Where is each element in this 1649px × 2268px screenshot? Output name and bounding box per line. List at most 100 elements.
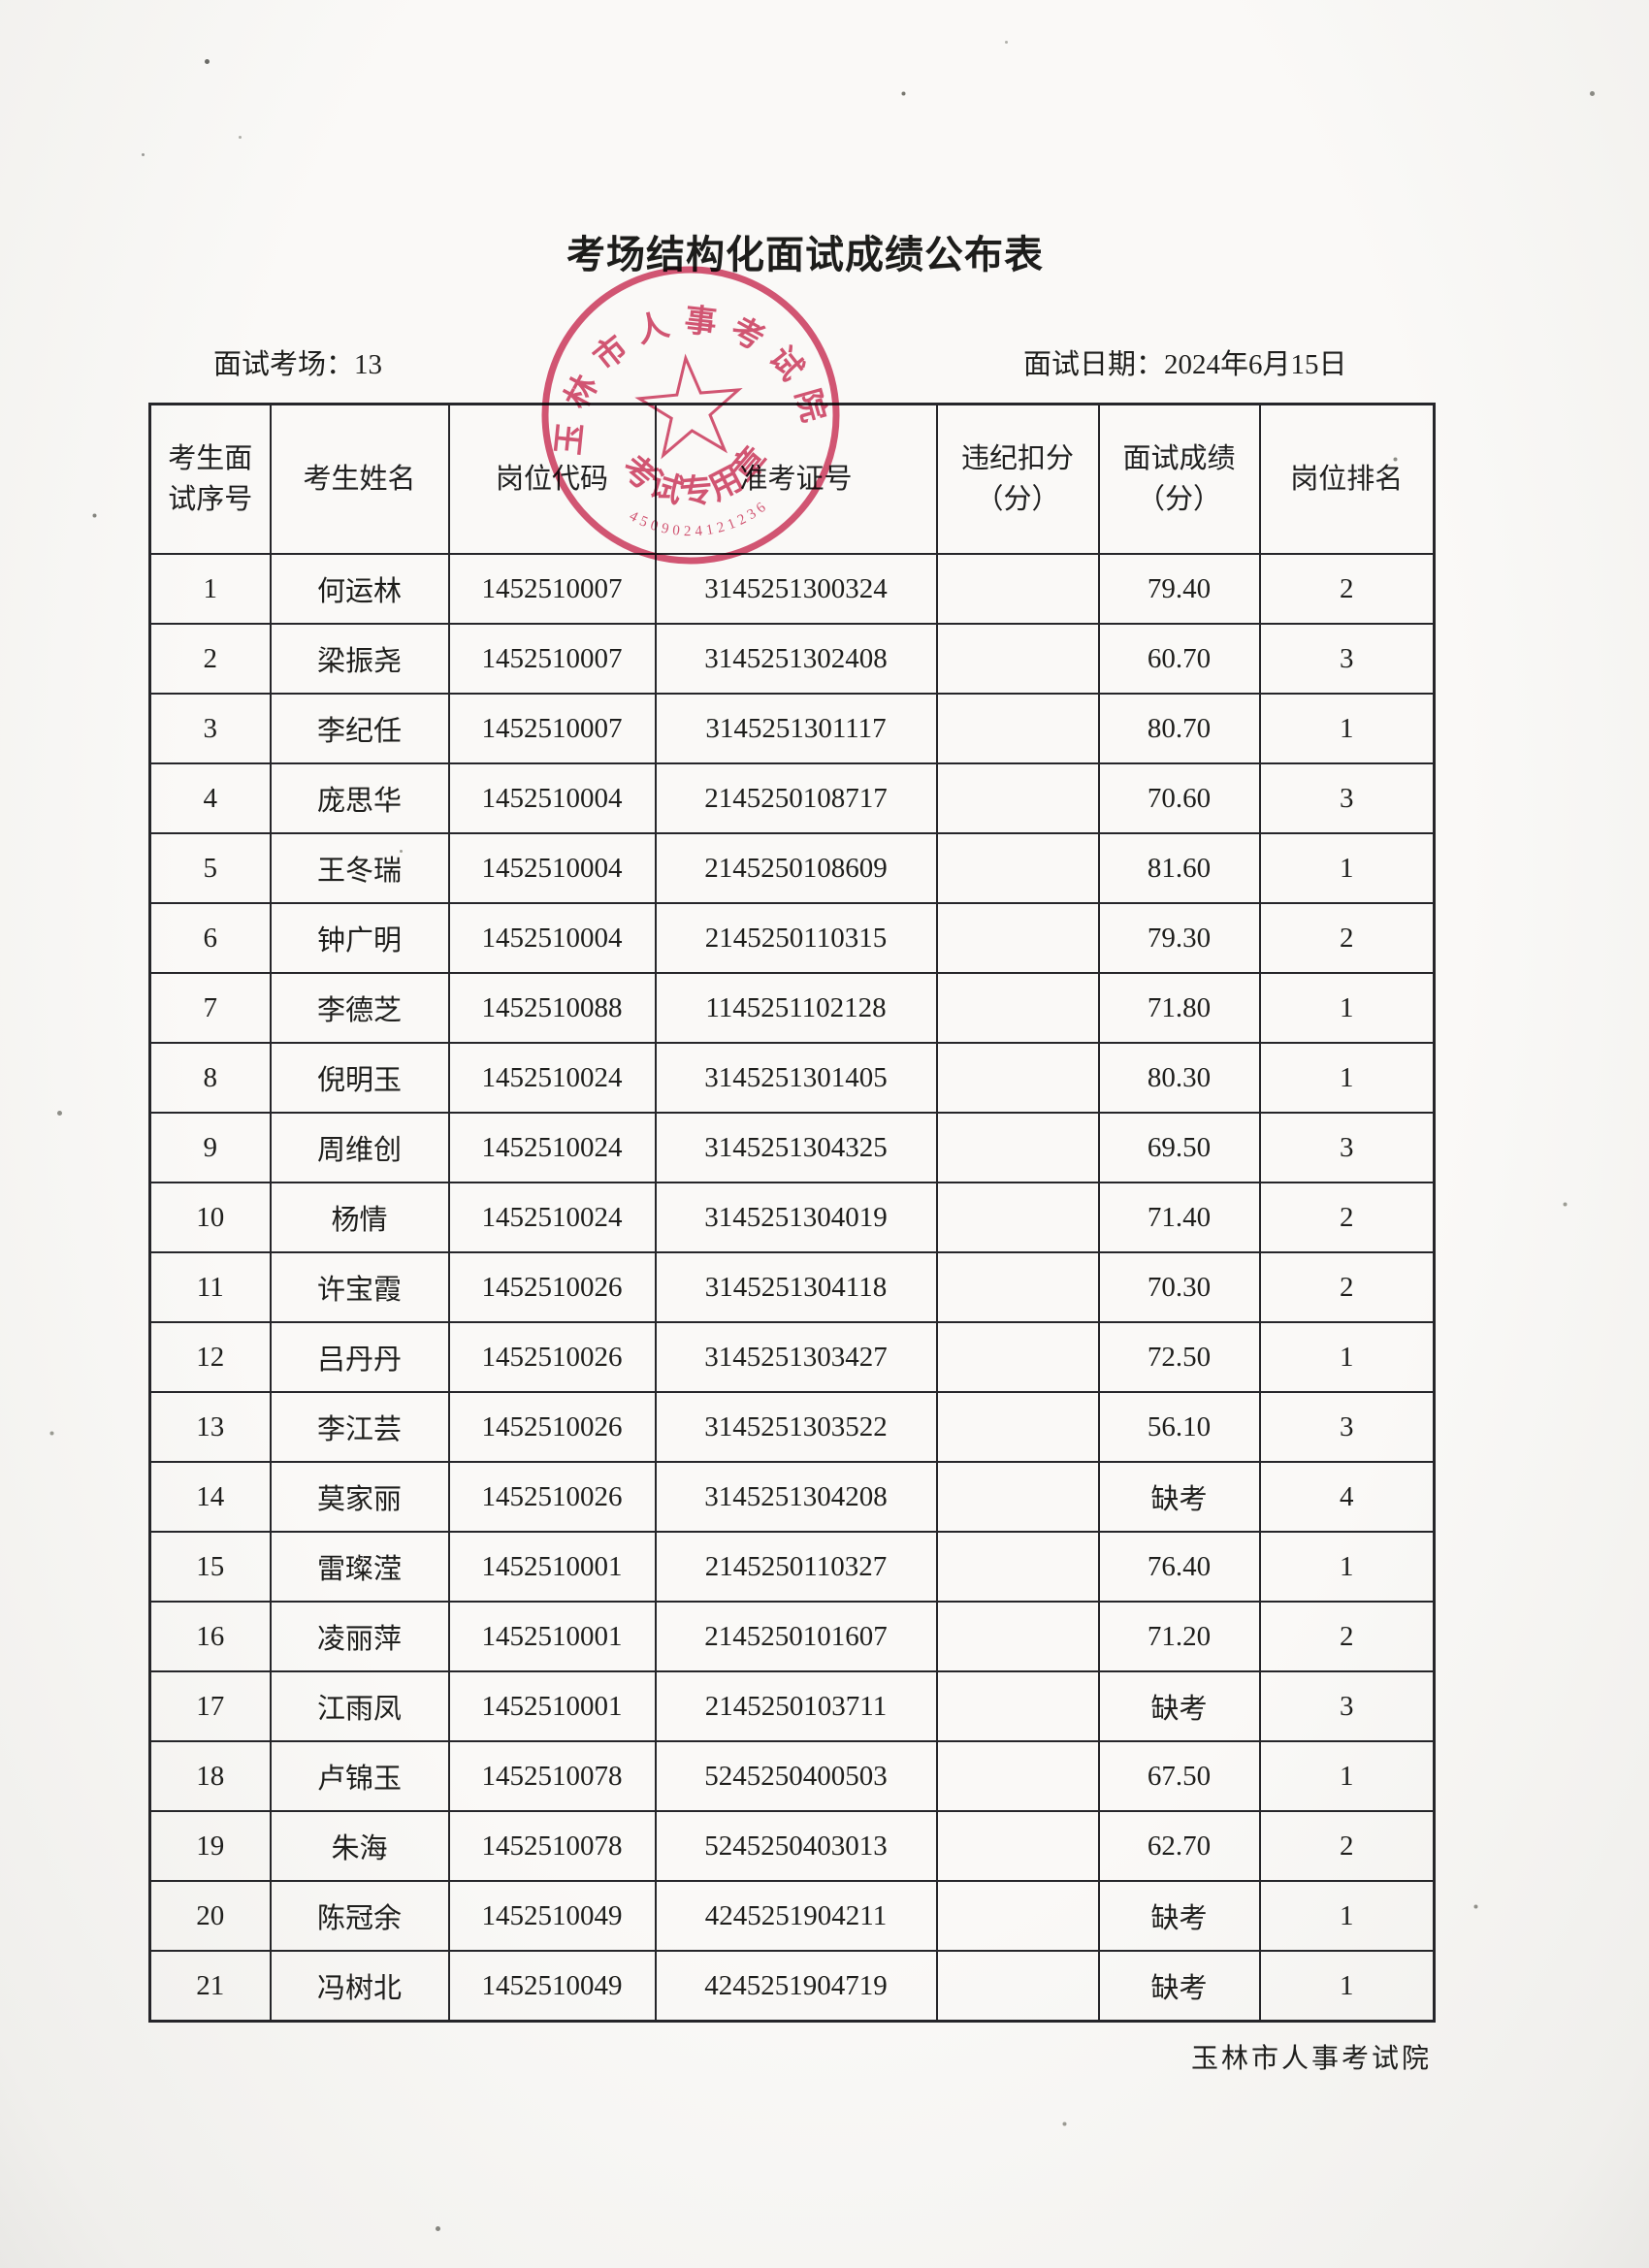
cell-ticket: 3145251303427 xyxy=(654,1321,938,1393)
cell-score: 81.60 xyxy=(1097,832,1261,904)
cell-rank: 2 xyxy=(1258,553,1436,625)
results-table-head: 考生面 试序号 考生姓名 岗位代码 准考证号 违纪扣分 （分） 面试成绩 （分）… xyxy=(148,403,1436,555)
table-row: 21 冯树北 1452510049 4245251904719 缺考 1 xyxy=(148,1950,1436,2023)
cell-seq: 7 xyxy=(148,972,272,1044)
cell-job-code: 1452510007 xyxy=(447,693,657,764)
cell-job-code: 1452510001 xyxy=(447,1601,657,1672)
table-row: 19 朱海 1452510078 5245250403013 62.70 2 xyxy=(148,1810,1436,1882)
results-table: 考生面 试序号 考生姓名 岗位代码 准考证号 违纪扣分 （分） 面试成绩 （分）… xyxy=(148,403,1436,2023)
cell-score: 79.40 xyxy=(1097,553,1261,625)
cell-seq: 17 xyxy=(148,1670,272,1742)
table-row: 11 许宝霞 1452510026 3145251304118 70.30 2 xyxy=(148,1251,1436,1323)
cell-name: 何运林 xyxy=(269,553,450,625)
cell-penalty xyxy=(935,902,1100,974)
cell-score: 60.70 xyxy=(1097,623,1261,695)
table-row: 6 钟广明 1452510004 2145250110315 79.30 2 xyxy=(148,902,1436,974)
cell-ticket: 2145250103711 xyxy=(654,1670,938,1742)
header-job-code: 岗位代码 xyxy=(447,403,657,555)
cell-job-code: 1452510024 xyxy=(447,1182,657,1253)
cell-name: 李纪任 xyxy=(269,693,450,764)
cell-rank: 2 xyxy=(1258,1810,1436,1882)
cell-ticket: 3145251301117 xyxy=(654,693,938,764)
cell-score: 80.30 xyxy=(1097,1042,1261,1114)
cell-score: 69.50 xyxy=(1097,1112,1261,1183)
date-value: 2024年6月15日 xyxy=(1164,349,1347,380)
date-label: 面试日期： xyxy=(1023,349,1165,380)
cell-name: 朱海 xyxy=(269,1810,450,1882)
header-name: 考生姓名 xyxy=(269,403,450,555)
cell-ticket: 2145250101607 xyxy=(654,1601,938,1672)
cell-job-code: 1452510049 xyxy=(447,1880,657,1952)
cell-score: 62.70 xyxy=(1097,1810,1261,1882)
interview-venue: 面试考场：13 xyxy=(213,341,382,382)
table-row: 12 吕丹丹 1452510026 3145251303427 72.50 1 xyxy=(148,1321,1436,1393)
cell-penalty xyxy=(935,1740,1100,1812)
table-row: 15 雷璨滢 1452510001 2145250110327 76.40 1 xyxy=(148,1531,1436,1603)
issuing-authority: 玉林市人事考试院 xyxy=(1191,2044,1433,2074)
cell-ticket: 3145251302408 xyxy=(654,623,938,695)
cell-ticket: 2145250108609 xyxy=(654,832,938,904)
cell-seq: 18 xyxy=(148,1740,272,1812)
header-rank: 岗位排名 xyxy=(1258,403,1436,555)
venue-label: 面试考场： xyxy=(213,349,355,380)
cell-rank: 2 xyxy=(1258,1601,1436,1672)
cell-rank: 1 xyxy=(1258,1321,1436,1393)
cell-seq: 12 xyxy=(148,1321,272,1393)
cell-name: 倪明玉 xyxy=(269,1042,450,1114)
header-row: 考生面 试序号 考生姓名 岗位代码 准考证号 违纪扣分 （分） 面试成绩 （分）… xyxy=(148,403,1436,555)
cell-job-code: 1452510007 xyxy=(447,623,657,695)
table-row: 8 倪明玉 1452510024 3145251301405 80.30 1 xyxy=(148,1042,1436,1114)
venue-value: 13 xyxy=(354,349,383,380)
cell-penalty xyxy=(935,762,1100,834)
cell-penalty xyxy=(935,1251,1100,1323)
cell-name: 钟广明 xyxy=(269,902,450,974)
cell-job-code: 1452510088 xyxy=(447,972,657,1044)
cell-seq: 11 xyxy=(148,1251,272,1323)
cell-penalty xyxy=(935,1112,1100,1183)
cell-job-code: 1452510024 xyxy=(447,1112,657,1183)
cell-score: 71.20 xyxy=(1097,1601,1261,1672)
cell-penalty xyxy=(935,1531,1100,1603)
cell-score: 71.40 xyxy=(1097,1182,1261,1253)
cell-ticket: 2145250110327 xyxy=(654,1531,938,1603)
table-row: 20 陈冠余 1452510049 4245251904211 缺考 1 xyxy=(148,1880,1436,1952)
cell-ticket: 3145251304325 xyxy=(654,1112,938,1183)
table-row: 4 庞思华 1452510004 2145250108717 70.60 3 xyxy=(148,762,1436,834)
cell-penalty xyxy=(935,1880,1100,1952)
cell-penalty xyxy=(935,1670,1100,1742)
cell-score: 缺考 xyxy=(1097,1670,1261,1742)
page-title: 考场结构化面试成绩公布表 xyxy=(566,233,1044,276)
cell-ticket: 1145251102128 xyxy=(654,972,938,1044)
cell-job-code: 1452510004 xyxy=(447,902,657,974)
cell-rank: 3 xyxy=(1258,623,1436,695)
cell-seq: 16 xyxy=(148,1601,272,1672)
header-seq: 考生面 试序号 xyxy=(148,403,272,555)
cell-penalty xyxy=(935,1601,1100,1672)
table-row: 18 卢锦玉 1452510078 5245250400503 67.50 1 xyxy=(148,1740,1436,1812)
cell-seq: 14 xyxy=(148,1461,272,1533)
cell-name: 杨情 xyxy=(269,1182,450,1253)
cell-rank: 2 xyxy=(1258,902,1436,974)
cell-rank: 1 xyxy=(1258,1042,1436,1114)
cell-rank: 2 xyxy=(1258,1182,1436,1253)
cell-penalty xyxy=(935,1042,1100,1114)
cell-penalty xyxy=(935,623,1100,695)
cell-seq: 15 xyxy=(148,1531,272,1603)
cell-name: 江雨凤 xyxy=(269,1670,450,1742)
cell-penalty xyxy=(935,1321,1100,1393)
table-row: 1 何运林 1452510007 3145251300324 79.40 2 xyxy=(148,553,1436,625)
table-row: 13 李江芸 1452510026 3145251303522 56.10 3 xyxy=(148,1391,1436,1463)
cell-penalty xyxy=(935,1810,1100,1882)
cell-name: 冯树北 xyxy=(269,1950,450,2023)
cell-rank: 3 xyxy=(1258,1670,1436,1742)
cell-penalty xyxy=(935,693,1100,764)
cell-name: 卢锦玉 xyxy=(269,1740,450,1812)
cell-score: 70.60 xyxy=(1097,762,1261,834)
cell-penalty xyxy=(935,1182,1100,1253)
cell-score: 72.50 xyxy=(1097,1321,1261,1393)
scan-noise xyxy=(0,0,3,3)
cell-ticket: 2145250108717 xyxy=(654,762,938,834)
cell-job-code: 1452510049 xyxy=(447,1950,657,2023)
cell-penalty xyxy=(935,1461,1100,1533)
cell-ticket: 3145251304118 xyxy=(654,1251,938,1323)
